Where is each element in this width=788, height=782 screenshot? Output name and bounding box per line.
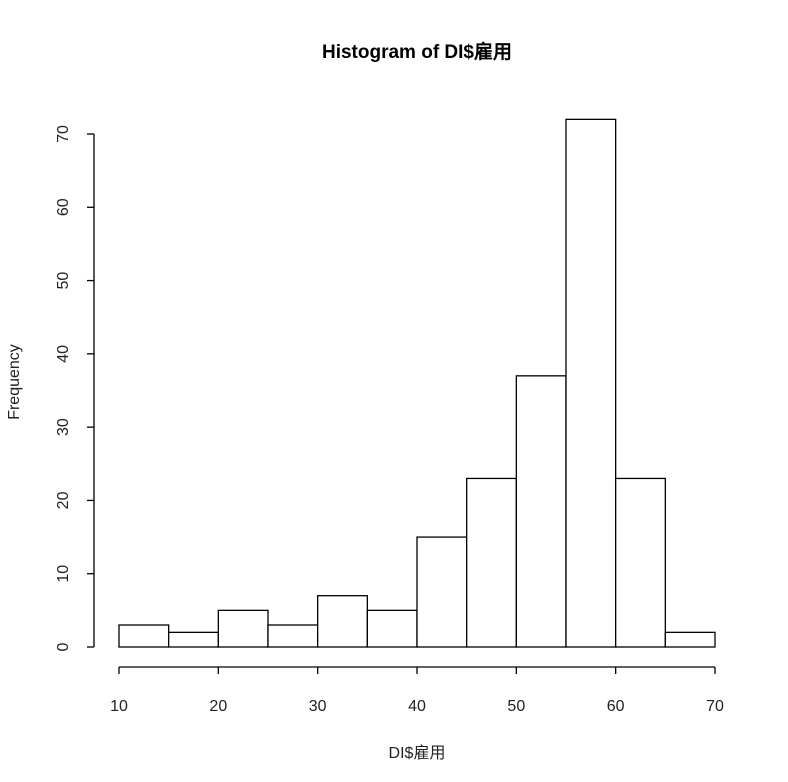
- histogram-bar: [515, 375, 567, 648]
- chart-title: Histogram of DI$雇用: [322, 40, 512, 63]
- histogram-bar: [267, 624, 319, 648]
- y-tick-label: 60: [55, 198, 72, 216]
- histogram-bar: [118, 624, 170, 648]
- histogram-bar: [217, 609, 269, 648]
- histogram-bar: [615, 477, 666, 648]
- x-tick-label: 50: [507, 698, 525, 715]
- y-tick-label: 40: [55, 345, 72, 363]
- histogram-bar: [317, 595, 368, 648]
- y-tick-label: 30: [55, 418, 72, 436]
- y-tick-label: 10: [55, 565, 72, 583]
- histogram-bar: [565, 118, 617, 648]
- x-tick-label: 70: [706, 698, 724, 715]
- y-tick-label: 50: [55, 272, 72, 290]
- x-tick-label: 40: [408, 698, 426, 715]
- x-axis-label: DI$雇用: [389, 744, 446, 762]
- histogram-bar: [168, 631, 219, 648]
- histogram-bar: [664, 631, 716, 648]
- y-tick-label: 0: [55, 642, 72, 651]
- x-tick-label: 30: [309, 698, 327, 715]
- y-tick-label: 20: [55, 491, 72, 509]
- histogram-bar: [366, 609, 418, 648]
- histogram-bar: [416, 536, 468, 648]
- y-axis-label: Frequency: [6, 344, 23, 420]
- x-tick-label: 10: [110, 698, 128, 715]
- x-tick-label: 60: [607, 698, 625, 715]
- x-tick-label: 20: [209, 698, 227, 715]
- histogram-bar: [466, 477, 517, 648]
- y-tick-label: 70: [55, 125, 72, 143]
